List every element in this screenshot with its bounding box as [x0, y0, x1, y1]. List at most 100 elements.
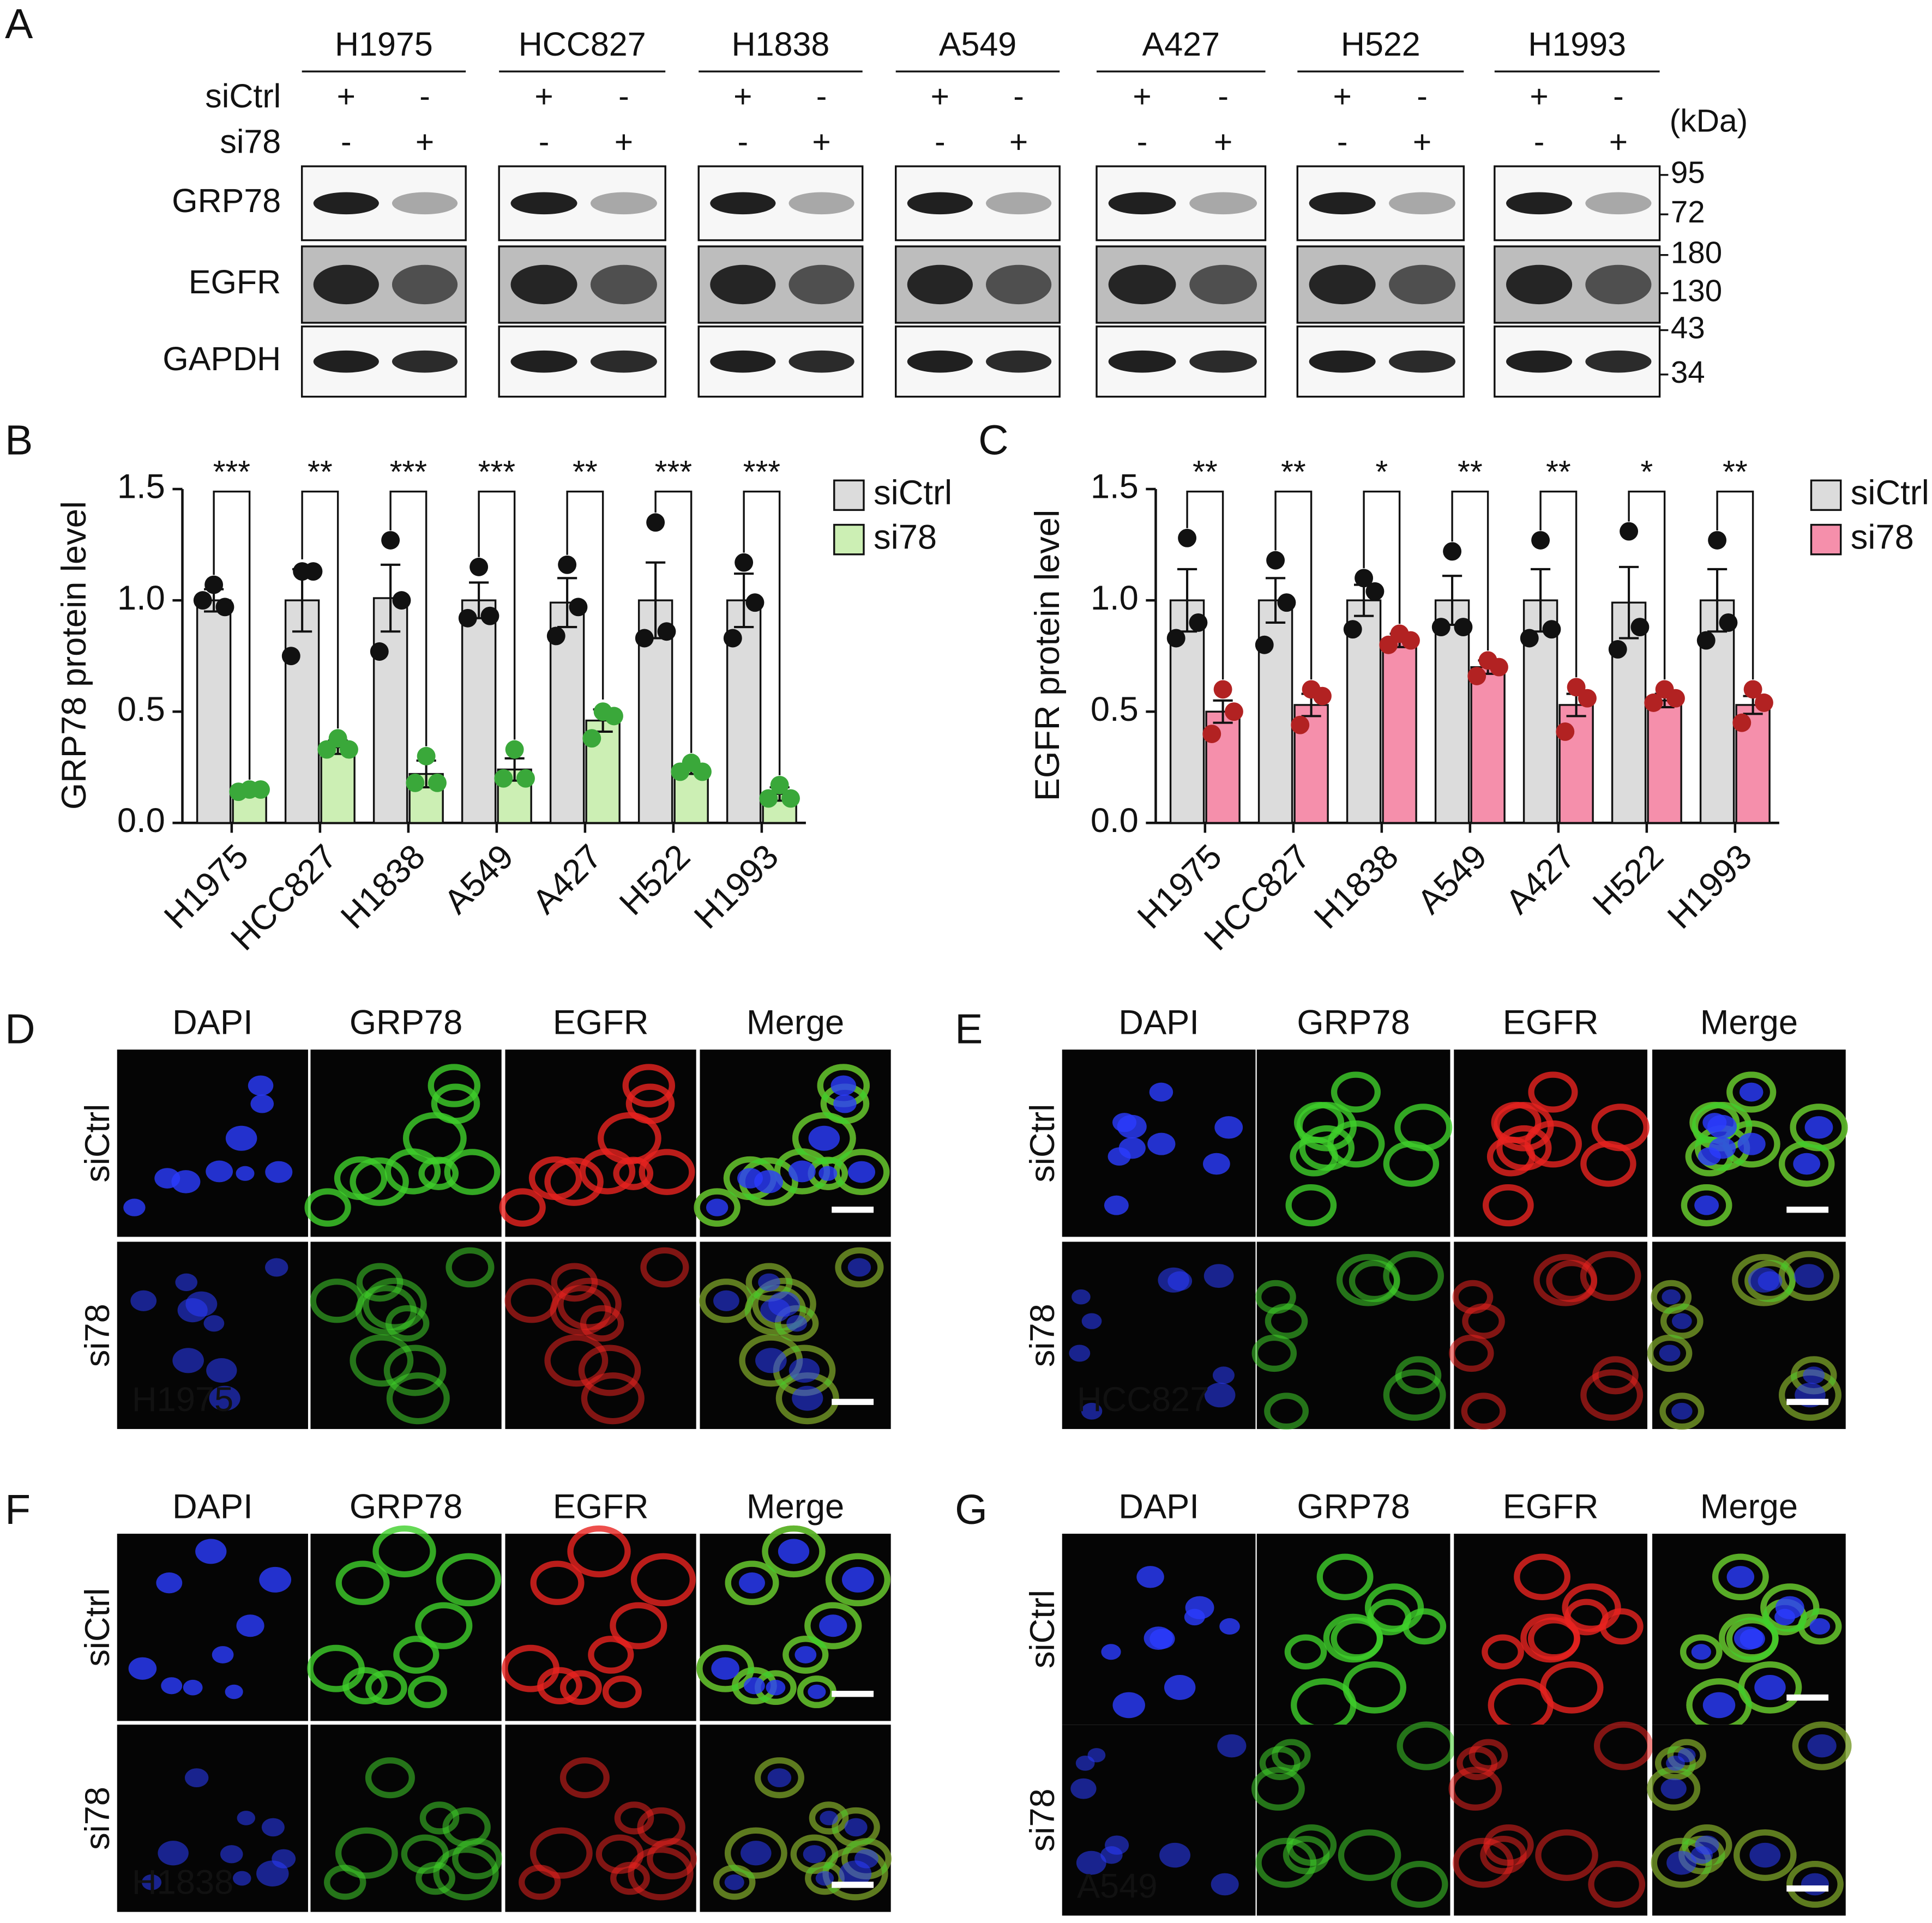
cell	[1807, 1734, 1837, 1758]
bar	[461, 599, 497, 824]
cell	[762, 1525, 826, 1578]
cell	[567, 1525, 631, 1578]
data-point	[1754, 693, 1773, 712]
treatment-sign: -	[1613, 79, 1624, 114]
cell	[1104, 1195, 1129, 1215]
cell	[1076, 1850, 1106, 1875]
significance-bracket	[1186, 490, 1224, 680]
blot-band	[392, 350, 458, 373]
treatment-sign: -	[1218, 79, 1229, 114]
cell	[393, 1636, 440, 1674]
cell	[1149, 1629, 1175, 1649]
significance-bracket	[389, 490, 428, 746]
treatment-sign: +	[1333, 79, 1351, 114]
data-point	[370, 642, 389, 661]
cell	[184, 1768, 209, 1788]
cell	[1284, 1634, 1327, 1669]
cell	[335, 1560, 390, 1605]
error-bar	[1265, 577, 1286, 624]
cell	[1754, 1674, 1786, 1700]
treatment-sign: +	[534, 79, 553, 114]
cell	[1214, 1116, 1243, 1139]
data-point	[1202, 725, 1221, 743]
significance-label: *	[1375, 454, 1388, 490]
column-header: Merge	[747, 1004, 844, 1042]
bar	[1382, 639, 1417, 824]
data-point	[1520, 629, 1539, 648]
cell	[504, 1279, 559, 1323]
cell	[1159, 1842, 1190, 1868]
y-tick-label: 0.0	[1091, 801, 1139, 840]
panel-label: D	[5, 1006, 35, 1053]
row-label: si78	[79, 1304, 117, 1367]
cell	[203, 1315, 225, 1332]
y-axis-label: EGFR protein level	[1028, 510, 1067, 801]
micrograph	[117, 1050, 308, 1237]
error-bar	[1213, 699, 1233, 724]
bar	[1257, 599, 1293, 824]
data-point	[428, 773, 447, 792]
protein-label: EGFR	[189, 263, 281, 300]
data-point	[505, 740, 524, 759]
data-point	[1291, 715, 1310, 734]
cell	[1149, 1082, 1173, 1102]
cell	[803, 1845, 826, 1864]
bar	[284, 599, 320, 824]
cell	[1533, 1253, 1598, 1306]
treatment-sign: +	[1214, 124, 1232, 160]
significance-label: ***	[390, 454, 428, 490]
data-point	[1644, 693, 1663, 712]
data-point	[417, 746, 436, 765]
cell	[206, 1358, 237, 1383]
blot-band	[1189, 350, 1257, 373]
blot-band	[1309, 350, 1376, 373]
protein-label: GRP78	[172, 182, 281, 219]
blot-band	[510, 192, 577, 215]
data-point	[1178, 528, 1197, 547]
cell	[1452, 1837, 1514, 1888]
cell	[530, 1560, 585, 1605]
data-point	[605, 707, 623, 726]
marker-label: 72	[1671, 195, 1705, 229]
cell	[1136, 1566, 1164, 1588]
cell	[544, 1157, 604, 1206]
significance-label: **	[1458, 454, 1483, 490]
cell	[1290, 1136, 1338, 1177]
cell	[225, 1684, 243, 1699]
cell	[1803, 1366, 1825, 1384]
cell	[825, 1553, 890, 1607]
cell	[1698, 1147, 1721, 1166]
cell	[1219, 1618, 1240, 1635]
data-point	[635, 629, 654, 648]
micrograph	[310, 1725, 502, 1912]
cell	[789, 1358, 820, 1383]
cell	[350, 1334, 414, 1387]
column-header: DAPI	[1118, 1488, 1199, 1526]
data-point	[480, 606, 499, 625]
micrograph	[1256, 1534, 1450, 1725]
panel-label: G	[955, 1486, 988, 1533]
cell-line-header: A549	[939, 26, 1016, 63]
cell	[259, 1566, 292, 1593]
blot-band	[1108, 264, 1176, 305]
data-point	[516, 769, 535, 788]
blot-band	[392, 264, 458, 305]
cell	[442, 1807, 491, 1847]
data-point	[1467, 666, 1486, 685]
cell	[401, 1834, 449, 1874]
cell	[307, 1644, 365, 1692]
cell	[236, 1614, 264, 1637]
micrograph	[117, 1534, 308, 1721]
cell	[1593, 1721, 1653, 1770]
data-point	[1355, 569, 1374, 588]
cell	[419, 1801, 460, 1835]
cell	[766, 1679, 786, 1696]
data-point	[1189, 613, 1208, 632]
blot-band	[510, 264, 577, 305]
cell	[795, 1646, 817, 1663]
cell	[1112, 1692, 1145, 1719]
blot-band	[1585, 192, 1652, 215]
data-point	[1743, 680, 1762, 699]
treatment-sign: -	[419, 79, 430, 114]
bar	[196, 599, 232, 824]
